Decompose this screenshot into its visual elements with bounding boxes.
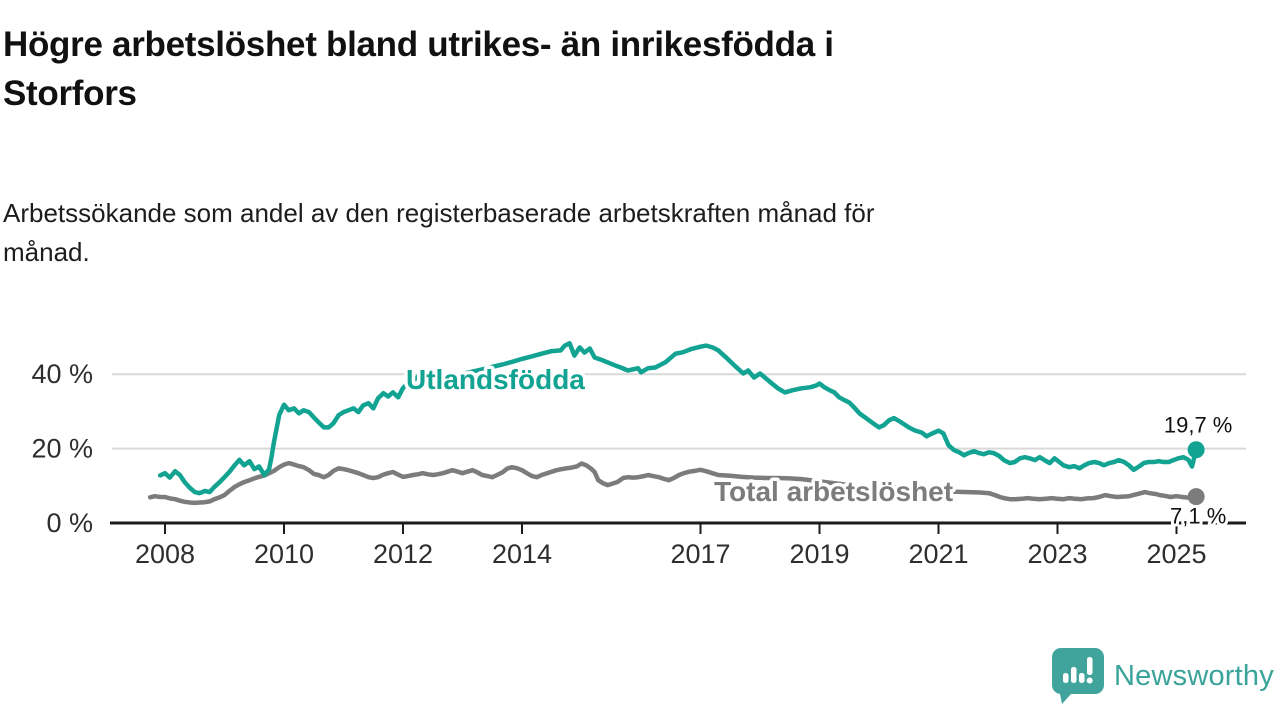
x-tick-label-2025: 2025 [1146,539,1206,569]
newsworthy-logo-text: Newsworthy [1114,660,1274,692]
page-title-line1: Högre arbetslöshet bland utrikes- än inr… [3,25,834,64]
x-tick-label-2014: 2014 [492,539,552,569]
page-title-line2: Storfors [3,74,137,113]
logo-exclamation-bar [1087,657,1093,675]
chart-subtitle: Arbetssökande som andel av den registerb… [3,194,1183,272]
end-dot-utlandsf-dda [1187,441,1205,459]
newsworthy-logo: Newsworthy [1051,647,1274,705]
end-label-utlandsf-dda: 19,7 % [1164,413,1233,438]
x-tick-label-2023: 2023 [1027,539,1087,569]
logo-bar-3 [1079,673,1085,683]
logo-exclamation-dot [1086,677,1093,684]
x-tick-label-2017: 2017 [670,539,730,569]
logo-speech-bubble [1051,648,1104,704]
series-line-utlandsf-dda [157,341,1199,496]
page-title: Högre arbetslöshet bland utrikes- än inr… [3,20,1163,118]
x-tick-label-2008: 2008 [135,539,195,569]
newsworthy-logo-icon [1051,648,1104,704]
logo-bar-1 [1063,673,1069,683]
x-tick-label-2019: 2019 [789,539,849,569]
y-tick-label-20: 20 % [31,434,93,464]
series-label-utlandsf-dda: Utlandsfödda [406,364,585,395]
y-tick-label-40: 40 % [31,359,93,389]
logo-bar-2 [1071,667,1077,683]
chart-subtitle-line2: månad. [3,237,90,267]
series-label-total-arbetsl-shet: Total arbetslöshet [714,476,953,507]
x-tick-label-2021: 2021 [908,539,968,569]
series-line-total-arbetsl-shet [147,460,1199,506]
end-dot-total-arbetsl-shet [1187,488,1205,506]
x-tick-label-2010: 2010 [254,539,314,569]
end-label-total-arbetsl-shet: 7,1 % [1170,504,1226,529]
x-tick-label-2012: 2012 [373,539,433,569]
chart-subtitle-line1: Arbetssökande som andel av den registerb… [3,198,875,228]
y-tick-label-0: 0 % [46,508,93,538]
